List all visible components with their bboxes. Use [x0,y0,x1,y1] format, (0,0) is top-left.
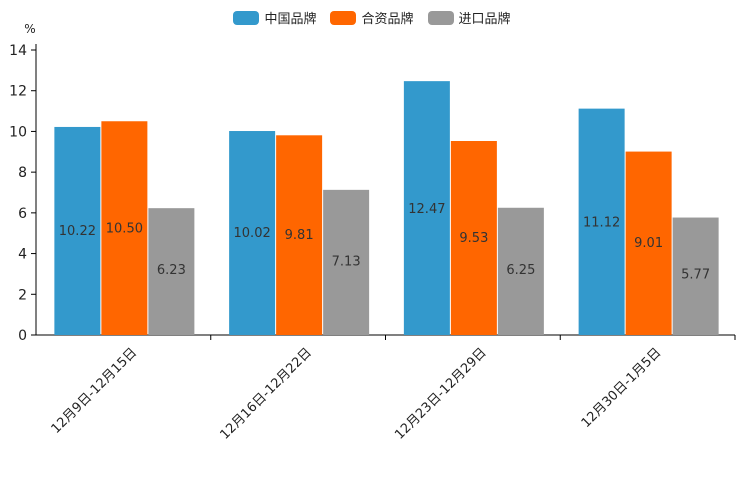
data-label: 10.22 [59,224,96,239]
bar[interactable] [403,81,450,336]
y-tick-label: 6 [18,206,27,222]
x-tick-label: 12月16日-12月22日 [217,345,314,442]
bar[interactable] [672,217,719,335]
bar[interactable] [229,131,276,335]
data-label: 10.02 [234,226,271,241]
bar[interactable] [276,135,323,335]
bars-layer [54,81,719,336]
legend-label-joint-venture-brand: 合资品牌 [361,12,414,27]
y-tick-label: 12 [9,84,27,100]
data-label: 10.50 [106,221,143,236]
legend-swatch-imported-brand [427,10,454,25]
y-tick-label: 2 [18,287,27,303]
y-tick-label: 14 [9,43,27,59]
data-label: 5.77 [681,268,710,283]
y-axis-unit: % [24,22,35,36]
bar[interactable] [497,207,544,335]
x-axis: 12月9日-12月15日 12月16日-12月22日 12月23日-12月29日 12… [36,334,736,443]
bar[interactable] [323,189,370,335]
x-tick-label: 12月9日-12月15日 [49,345,141,437]
data-label: 9.53 [459,231,488,246]
bar[interactable] [625,151,672,335]
bar[interactable] [101,121,148,335]
y-tick-label: 0 [18,328,27,344]
bar[interactable] [54,126,101,335]
legend-label-imported-brand: 进口品牌 [458,12,511,27]
data-label: 7.13 [332,254,361,269]
x-tick-label: 12月23日-12月29日 [392,345,489,442]
data-label: 6.25 [506,263,535,278]
data-labels-layer: 10.22 10.50 6.23 10.02 9.81 7.13 12.47 9.53 6.25… [59,202,710,282]
legend-swatch-china-brand [233,10,260,25]
bar[interactable] [578,108,625,335]
y-tick-label: 4 [18,247,27,263]
y-tick-label: 8 [18,165,27,181]
data-label: 6.23 [157,263,186,278]
legend-label-china-brand: 中国品牌 [264,12,317,27]
legend-item-china-brand[interactable]: 中国品牌 [233,8,316,27]
data-label: 11.12 [583,215,620,230]
legend-swatch-joint-venture-brand [330,10,357,25]
y-tick-label: 10 [9,124,27,140]
bar[interactable] [148,208,195,335]
chart-legend: 中国品牌 合资品牌 进口品牌 [0,8,744,27]
y-axis: % 0 2 4 6 8 10 12 14 [9,22,37,344]
bar[interactable] [450,140,497,335]
x-tick-label: 12月30日-1月5日 [579,345,665,431]
data-label: 9.01 [634,236,663,251]
data-label: 12.47 [408,202,445,217]
data-label: 9.81 [285,228,314,243]
legend-item-joint-venture-brand[interactable]: 合资品牌 [330,8,414,27]
legend-item-imported-brand[interactable]: 进口品牌 [427,8,511,27]
